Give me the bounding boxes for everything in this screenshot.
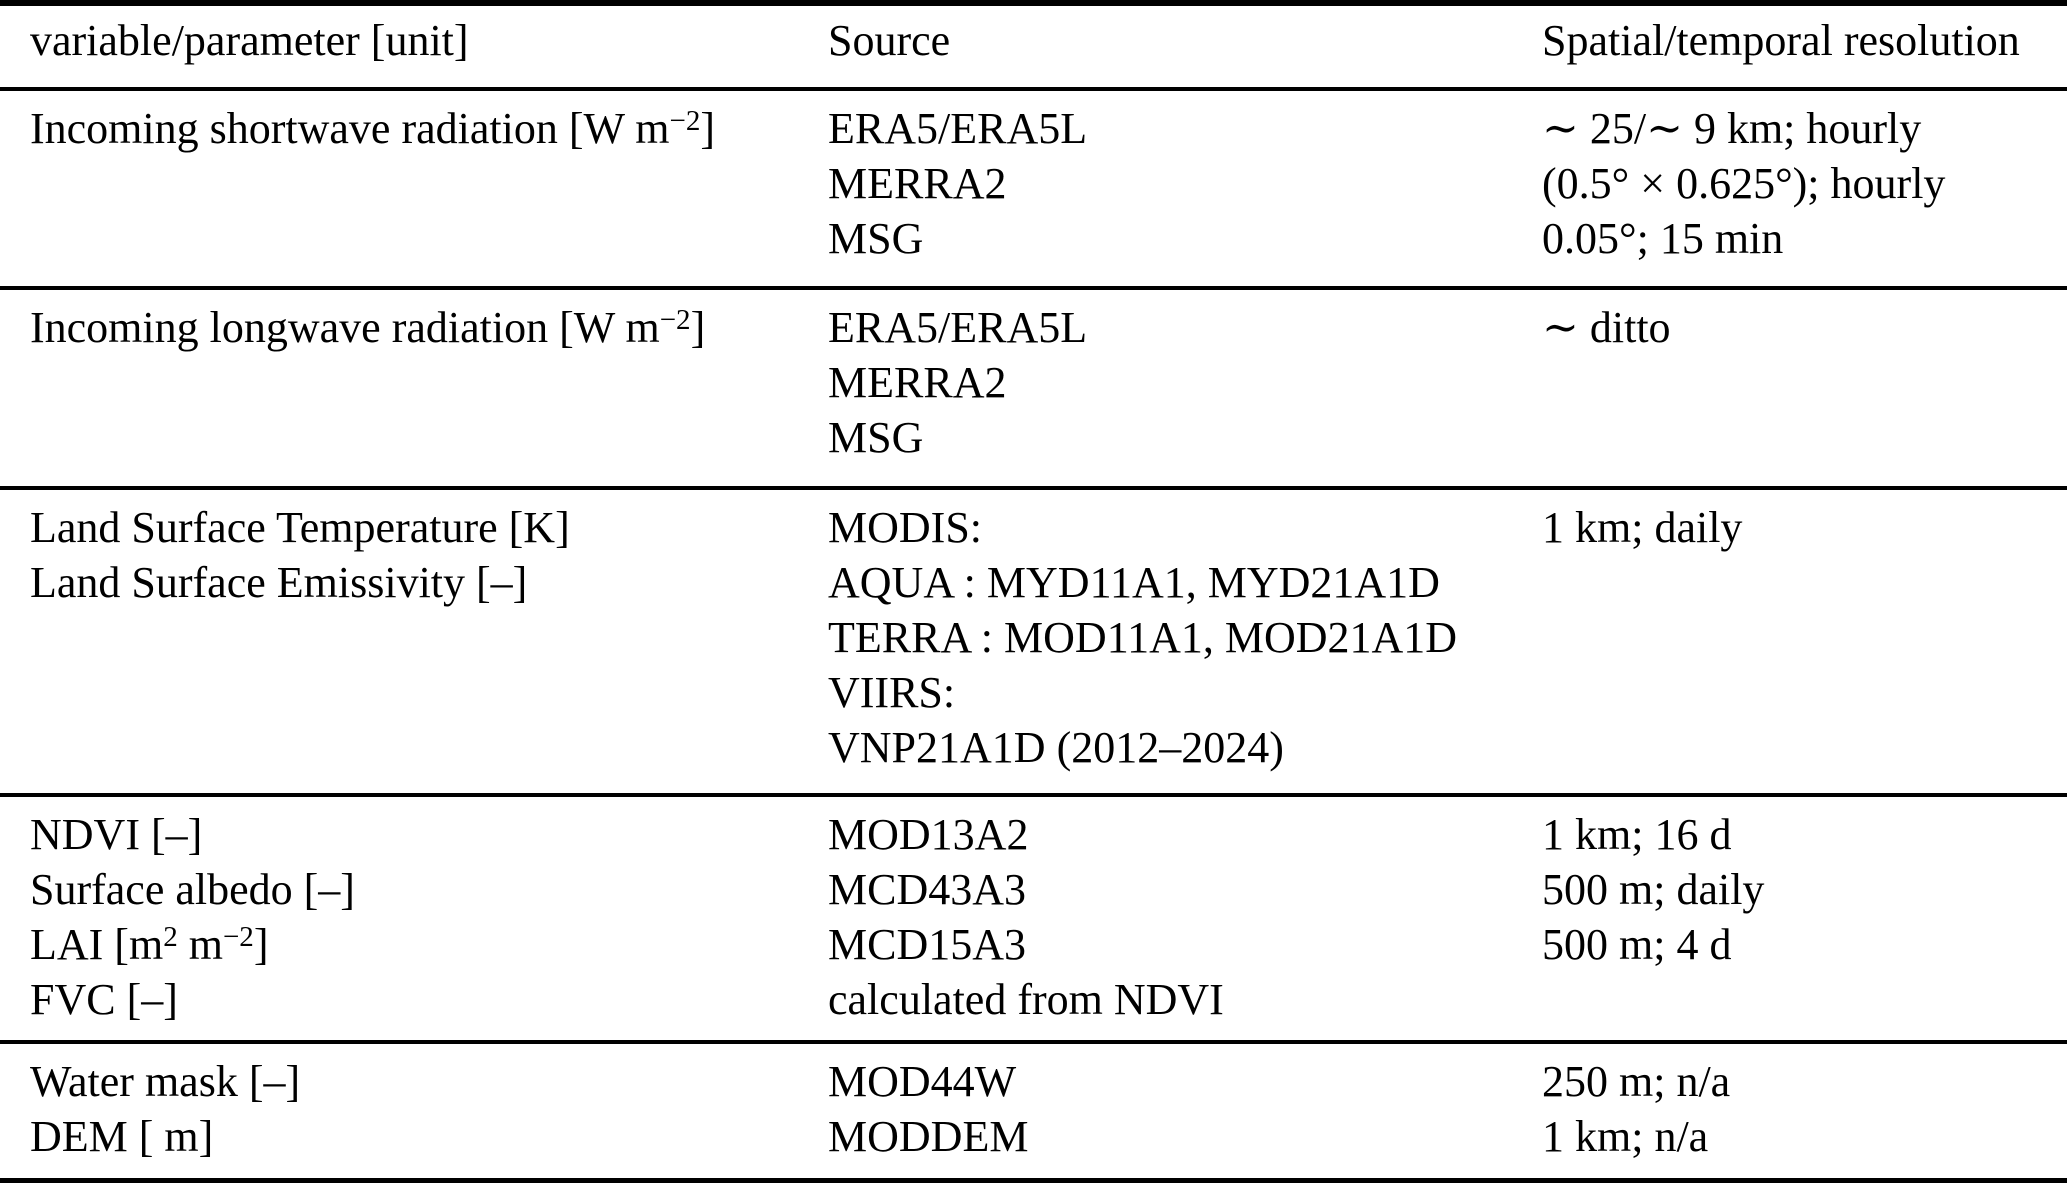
resolution-cell: 250 m; n/a 1 km; n/a [1542,1044,2067,1178]
resolution-cell: 1 km; daily [1542,490,2067,793]
table-row: Incoming longwave radiation [W m−2] ERA5/… [0,286,2067,486]
source-cell: MOD44W MODDEM [828,1044,1542,1178]
table-header-row: variable/parameter [unit] Source Spatial… [0,0,2067,87]
variable-cell: Incoming shortwave radiation [W m−2] [0,91,828,286]
variable-cell: Water mask [–] DEM [ m] [0,1044,828,1178]
cell-line: 500 m; 4 d [1542,920,1732,969]
resolution-cell: ∼ 25/∼ 9 km; hourly (0.5° × 0.625°); hour… [1542,91,2067,286]
cell-line: 250 m; n/a [1542,1057,1731,1106]
superscript: −2 [659,303,691,336]
table-row: NDVI [–] Surface albedo [–] LAI [m2 m−2] FV… [0,793,2067,1040]
superscript: −2 [669,104,701,137]
resolution-cell: 1 km; 16 d 500 m; daily 500 m; 4 d [1542,797,2067,1040]
cell-line: 0.05°; 15 min [1542,214,1784,263]
cell-line: MOD13A2 [828,810,1029,859]
cell-line: Incoming shortwave radiation [W m−2] [30,104,716,153]
cell-line: MODDEM [828,1112,1029,1161]
cell-line: MODIS: [828,503,983,552]
cell-line: (0.5° × 0.625°); hourly [1542,159,1946,208]
table-row: Water mask [–] DEM [ m] MOD44W MODDEM 250 m;… [0,1040,2067,1178]
cell-line: TERRA : MOD11A1, MOD21A1D [828,613,1458,662]
cell-line: Land Surface Emissivity [–] [30,558,528,607]
cell-line: FVC [–] [30,975,178,1024]
cell-line: 1 km; 16 d [1542,810,1732,859]
column-header-variable: variable/parameter [unit] [30,16,469,65]
cell-line: LAI [m2 m−2] [30,920,269,969]
cell-line: ERA5/ERA5L [828,303,1088,352]
source-cell: MODIS: AQUA : MYD11A1, MYD21A1D TERRA : MO… [828,490,1542,793]
cell-line: MERRA2 [828,358,1007,407]
superscript: −2 [222,920,254,953]
cell-line: Water mask [–] [30,1057,301,1106]
cell-line: 1 km; n/a [1542,1112,1709,1161]
cell-line: 1 km; daily [1542,503,1743,552]
cell-line: ∼ ditto [1542,303,1671,352]
cell-line: MSG [828,413,924,462]
cell-line: Land Surface Temperature [K] [30,503,570,552]
cell-line: ERA5/ERA5L [828,104,1088,153]
column-header-resolution: Spatial/temporal resolution [1542,16,2020,65]
cell-line: VNP21A1D (2012–2024) [828,723,1284,772]
variable-cell: Land Surface Temperature [K] Land Surface… [0,490,828,793]
cell-line: Incoming longwave radiation [W m−2] [30,303,706,352]
cell-line: MCD15A3 [828,920,1027,969]
source-cell: ERA5/ERA5L MERRA2 MSG [828,91,1542,286]
cell-line: ∼ 25/∼ 9 km; hourly [1542,104,1922,153]
cell-line: MOD44W [828,1057,1017,1106]
cell-line: MSG [828,214,924,263]
cell-line: NDVI [–] [30,810,203,859]
resolution-cell: ∼ ditto [1542,290,2067,486]
superscript: 2 [163,920,178,953]
cell-line: AQUA : MYD11A1, MYD21A1D [828,558,1440,607]
cell-line: calculated from NDVI [828,975,1224,1024]
cell-line: Surface albedo [–] [30,865,355,914]
variable-cell: Incoming longwave radiation [W m−2] [0,290,828,486]
cell-line: MERRA2 [828,159,1007,208]
table-row: Land Surface Temperature [K] Land Surface… [0,486,2067,793]
table-body: Incoming shortwave radiation [W m−2] ERA5… [0,87,2067,1178]
column-header-source: Source [828,16,951,65]
cell-line: MCD43A3 [828,865,1027,914]
table-row: Incoming shortwave radiation [W m−2] ERA5… [0,87,2067,286]
cell-line: VIIRS: [828,668,956,717]
variable-cell: NDVI [–] Surface albedo [–] LAI [m2 m−2] FV… [0,797,828,1040]
cell-line: DEM [ m] [30,1112,214,1161]
source-cell: ERA5/ERA5L MERRA2 MSG [828,290,1542,486]
source-cell: MOD13A2 MCD43A3 MCD15A3 calculated from NDV… [828,797,1542,1040]
cell-line: 500 m; daily [1542,865,1765,914]
